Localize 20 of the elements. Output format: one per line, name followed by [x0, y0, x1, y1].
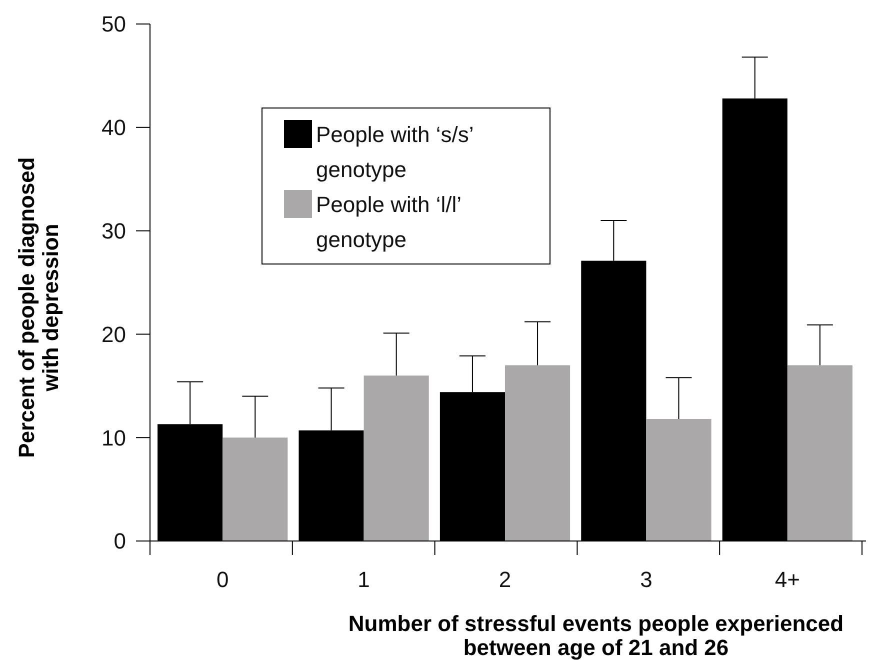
y-tick-label: 0 — [114, 528, 126, 554]
legend-label: People with ‘l/l’ genotype — [316, 192, 462, 252]
bar — [505, 365, 570, 541]
bar — [222, 438, 288, 541]
y-tick-label: 40 — [102, 115, 126, 140]
x-axis-title: Number of stressful events people experienced between age of 21 and 26 — [348, 611, 844, 660]
bar — [364, 376, 429, 541]
y-tick-label: 30 — [102, 218, 126, 244]
bar — [646, 418, 712, 541]
x-tick-label: 3 — [640, 567, 652, 592]
x-tick-label: 2 — [498, 567, 512, 592]
y-axis-title: Percent of people diagnosed with depression — [14, 157, 63, 458]
x-tick-label: 1 — [358, 567, 370, 592]
y-tick-label: 50 — [102, 12, 126, 37]
x-tick-label: 4+ — [774, 567, 800, 592]
bar — [787, 365, 852, 541]
y-tick-label: 20 — [102, 322, 126, 347]
y-tick-label: 10 — [102, 425, 126, 450]
legend-label: People with ‘s/s’ genotype — [316, 122, 474, 182]
x-tick-label: 0 — [216, 567, 229, 592]
